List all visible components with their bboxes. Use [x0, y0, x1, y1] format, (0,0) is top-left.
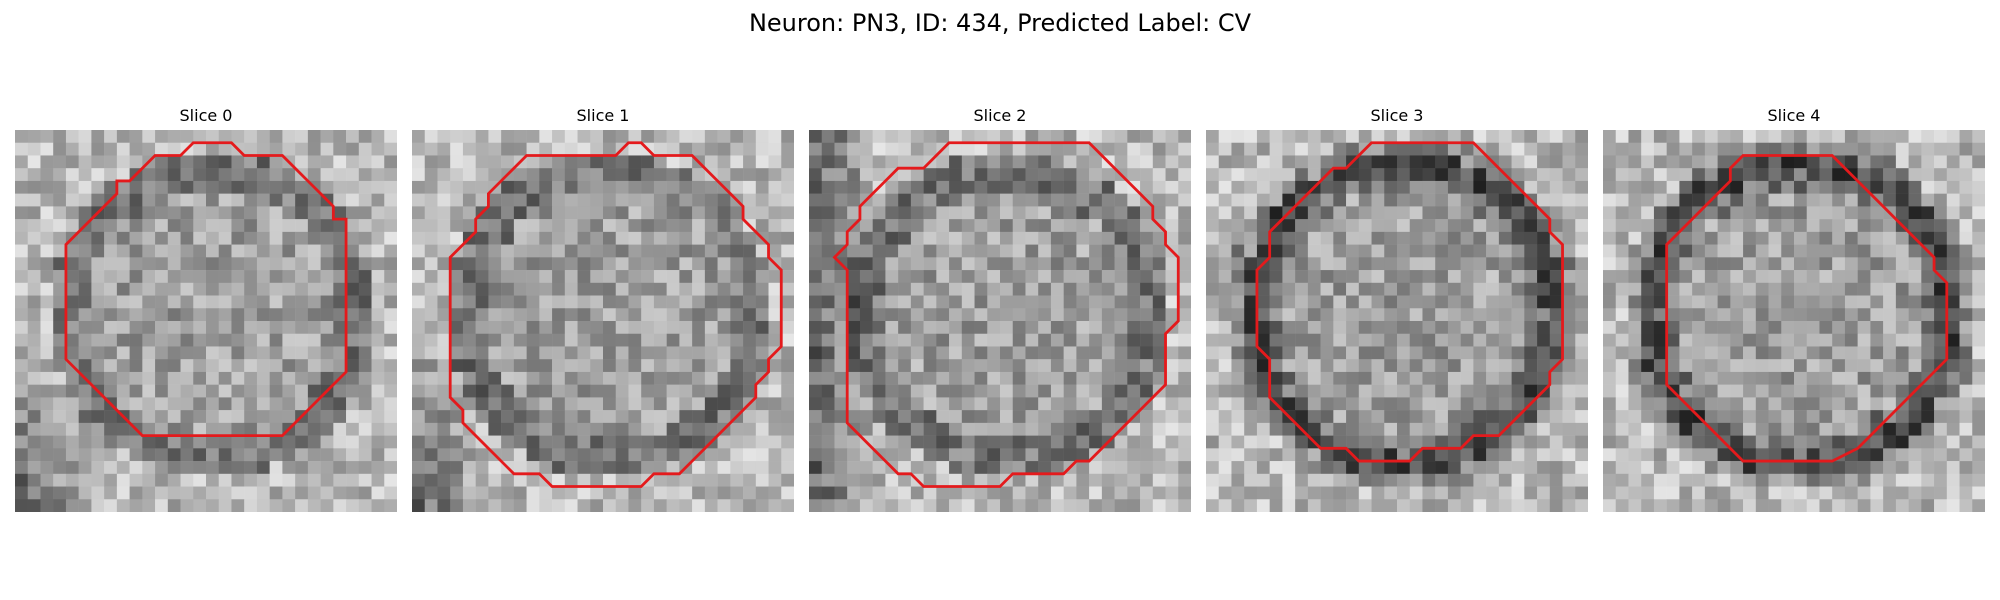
slice-image: [809, 130, 1191, 512]
slice-title: Slice 4: [1767, 106, 1821, 125]
slice-panel-0: Slice 0: [15, 106, 397, 512]
roi-contour: [832, 141, 1180, 488]
slice-title: Slice 3: [1370, 106, 1424, 125]
slice-panel-2: Slice 2: [809, 106, 1191, 512]
roi-contour: [1255, 141, 1564, 463]
roi-contour: [1665, 154, 1949, 463]
figure-title: Neuron: PN3, ID: 434, Predicted Label: C…: [748, 9, 1252, 37]
slice-panel-4: Slice 4: [1603, 106, 1985, 512]
slice-title: Slice 2: [973, 106, 1027, 125]
slice-title: Slice 1: [576, 106, 630, 125]
slice-image: [1603, 130, 1985, 512]
slice-title: Slice 0: [179, 106, 233, 125]
slice-panel-1: Slice 1: [412, 106, 794, 512]
roi-contour: [448, 141, 783, 488]
slice-panel-3: Slice 3: [1206, 106, 1588, 512]
slice-image: [1206, 130, 1588, 512]
slice-image: [412, 130, 794, 512]
slice-image: [15, 130, 397, 512]
roi-contour: [64, 141, 348, 438]
